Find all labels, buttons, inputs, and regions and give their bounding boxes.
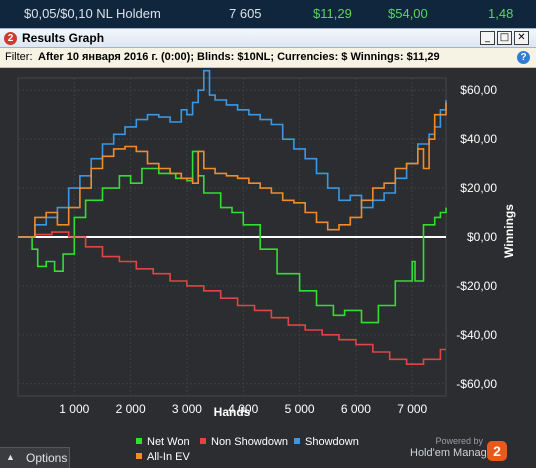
brand-name: Hold'em Manager bbox=[410, 447, 497, 459]
winnings-value: $11,29 bbox=[313, 6, 352, 21]
y-tick-label: -$60,00 bbox=[456, 377, 497, 391]
triangle-up-icon: ▲ bbox=[6, 452, 15, 462]
app-logo-icon: 2 bbox=[4, 32, 17, 45]
filter-text: After 10 января 2016 г. (0:00); Blinds: … bbox=[38, 51, 440, 63]
window-titlebar[interactable]: 2 Results Graph _ □ ✕ bbox=[0, 28, 536, 48]
results-chart: 1 000 2 000 3 000 4 000 5 000 6 000 7 000 $60,… bbox=[17, 69, 516, 419]
legend-all-in-ev[interactable]: All-In EV bbox=[136, 451, 190, 463]
help-icon[interactable]: ? bbox=[517, 51, 530, 64]
all-in-ev-swatch bbox=[136, 453, 142, 459]
close-button[interactable]: ✕ bbox=[514, 31, 529, 45]
legend-label: Showdown bbox=[305, 436, 359, 448]
x-tick-label: 4 000 bbox=[228, 402, 258, 416]
ev-value: $54,00 bbox=[388, 6, 428, 21]
all-in-ev-line bbox=[18, 102, 447, 238]
options-label: Options bbox=[26, 451, 68, 465]
filter-bar: Filter: After 10 января 2016 г. (0:00); … bbox=[0, 48, 536, 68]
x-tick-label: 5 000 bbox=[285, 402, 315, 416]
x-tick-labels: 1 000 2 000 3 000 4 000 5 000 6 000 7 000 bbox=[59, 402, 427, 416]
game-name: $0,05/$0,10 NL Holdem bbox=[24, 6, 161, 21]
non-showdown-swatch bbox=[200, 438, 206, 444]
x-axis-label: Hands bbox=[214, 405, 251, 419]
options-button[interactable]: ▲ Options bbox=[0, 447, 70, 468]
y-axis-label: Winnings bbox=[502, 204, 516, 258]
minimize-button[interactable]: _ bbox=[480, 31, 495, 45]
legend-label: Non Showdown bbox=[211, 436, 289, 448]
maximize-button[interactable]: □ bbox=[497, 31, 512, 45]
net-won-line bbox=[18, 150, 447, 324]
window-title: Results Graph bbox=[22, 31, 105, 45]
x-tick-label: 3 000 bbox=[172, 402, 202, 416]
y-tick-labels: $60,00 $40,00 $20,00 $0,00 -$20,00 -$40,00 -$6… bbox=[456, 83, 497, 391]
showdown-line bbox=[18, 69, 447, 238]
legend-showdown[interactable]: Showdown bbox=[294, 436, 359, 448]
non-showdown-line bbox=[18, 231, 446, 365]
holdem-manager-logo-icon: 2 bbox=[487, 441, 507, 461]
y-tick-label: $60,00 bbox=[460, 83, 497, 97]
series-lines bbox=[18, 69, 447, 365]
y-tick-label: $40,00 bbox=[460, 132, 497, 146]
legend-label: All-In EV bbox=[147, 451, 190, 463]
top-results-row[interactable]: $0,05/$0,10 NL Holdem 7 605 $11,29 $54,0… bbox=[0, 0, 536, 28]
y-tick-label: -$40,00 bbox=[456, 328, 497, 342]
legend-net-won[interactable]: Net Won bbox=[136, 436, 190, 448]
powered-by-text: Powered by bbox=[435, 436, 483, 446]
showdown-swatch bbox=[294, 438, 300, 444]
bb-value: 1,48 bbox=[488, 6, 514, 21]
filter-label: Filter: bbox=[5, 51, 33, 63]
x-tick-label: 1 000 bbox=[59, 402, 89, 416]
hands-count: 7 605 bbox=[229, 6, 262, 21]
x-tick-label: 2 000 bbox=[116, 402, 146, 416]
net-won-swatch bbox=[136, 438, 142, 444]
legend-non-showdown[interactable]: Non Showdown bbox=[200, 436, 288, 448]
y-tick-label: $20,00 bbox=[460, 181, 497, 195]
x-tick-label: 7 000 bbox=[397, 402, 427, 416]
y-tick-label: -$20,00 bbox=[456, 279, 497, 293]
legend-label: Net Won bbox=[147, 436, 190, 448]
x-tick-label: 6 000 bbox=[341, 402, 371, 416]
y-tick-label: $0,00 bbox=[467, 230, 497, 244]
